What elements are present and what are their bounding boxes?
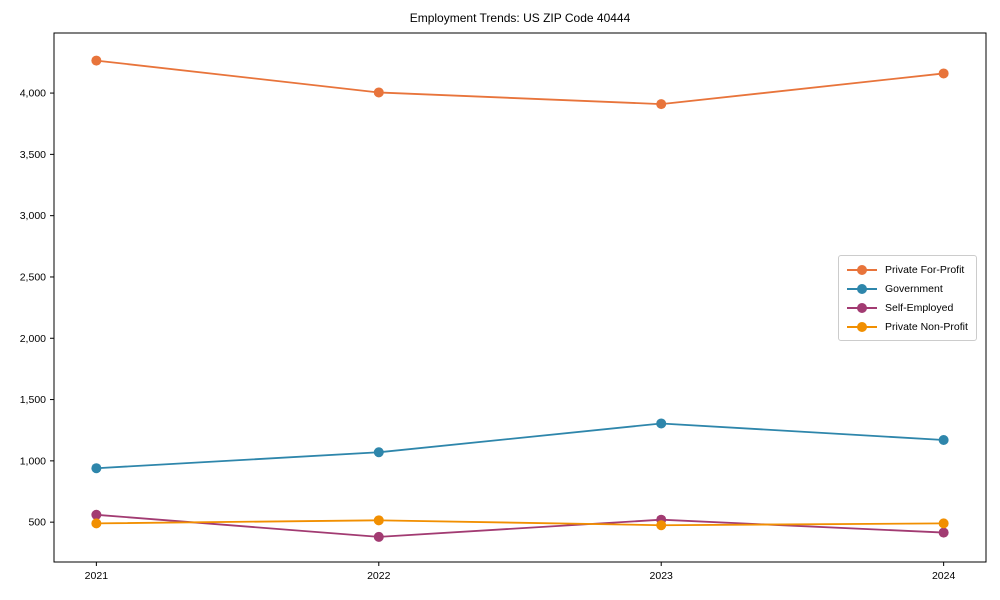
legend-item: Self-Employed [847,298,968,317]
y-tick-label: 3,500 [20,149,46,161]
x-tick-label: 2021 [85,570,109,582]
legend-item: Private For-Profit [847,260,968,279]
series-line-2 [95,513,945,538]
data-point [91,509,102,520]
data-point [91,463,102,474]
y-tick-label: 3,000 [20,210,46,222]
data-point [938,518,949,529]
legend: Private For-Profit Government Self-Employe… [838,255,977,341]
legend-label: Government [885,282,943,295]
data-point [938,68,949,79]
series-line-1 [95,422,945,470]
legend-label: Private Non-Profit [885,320,968,333]
data-point [656,99,667,110]
y-tick-label: 2,000 [20,333,46,345]
data-point [656,418,667,429]
data-point [91,55,102,66]
legend-marker-icon [847,321,877,333]
chart-title: Employment Trends: US ZIP Code 40444 [409,11,631,25]
data-point [91,518,102,529]
data-point [373,515,384,526]
x-tick-label: 2023 [650,570,674,582]
y-tick-label: 1,000 [20,455,46,467]
legend-marker-icon [847,283,877,295]
legend-marker-icon [847,264,877,276]
legend-marker-icon [847,302,877,314]
data-point [373,87,384,98]
plot-frame [53,32,987,563]
y-tick-label: 4,000 [20,88,46,100]
legend-item: Government [847,279,968,298]
x-tick-label: 2022 [367,570,391,582]
x-tick-label: 2024 [932,570,956,582]
data-point [373,531,384,542]
data-point [938,435,949,446]
legend-label: Private For-Profit [885,263,965,276]
data-point [656,520,667,531]
legend-item: Private Non-Profit [847,317,968,336]
y-tick-label: 500 [28,517,46,529]
data-point [373,447,384,458]
series-line-0 [95,59,945,106]
legend-label: Self-Employed [885,301,954,314]
series-line-3 [95,519,945,527]
data-point [938,527,949,538]
y-tick-label: 2,500 [20,271,46,283]
y-tick-label: 1,500 [20,394,46,406]
